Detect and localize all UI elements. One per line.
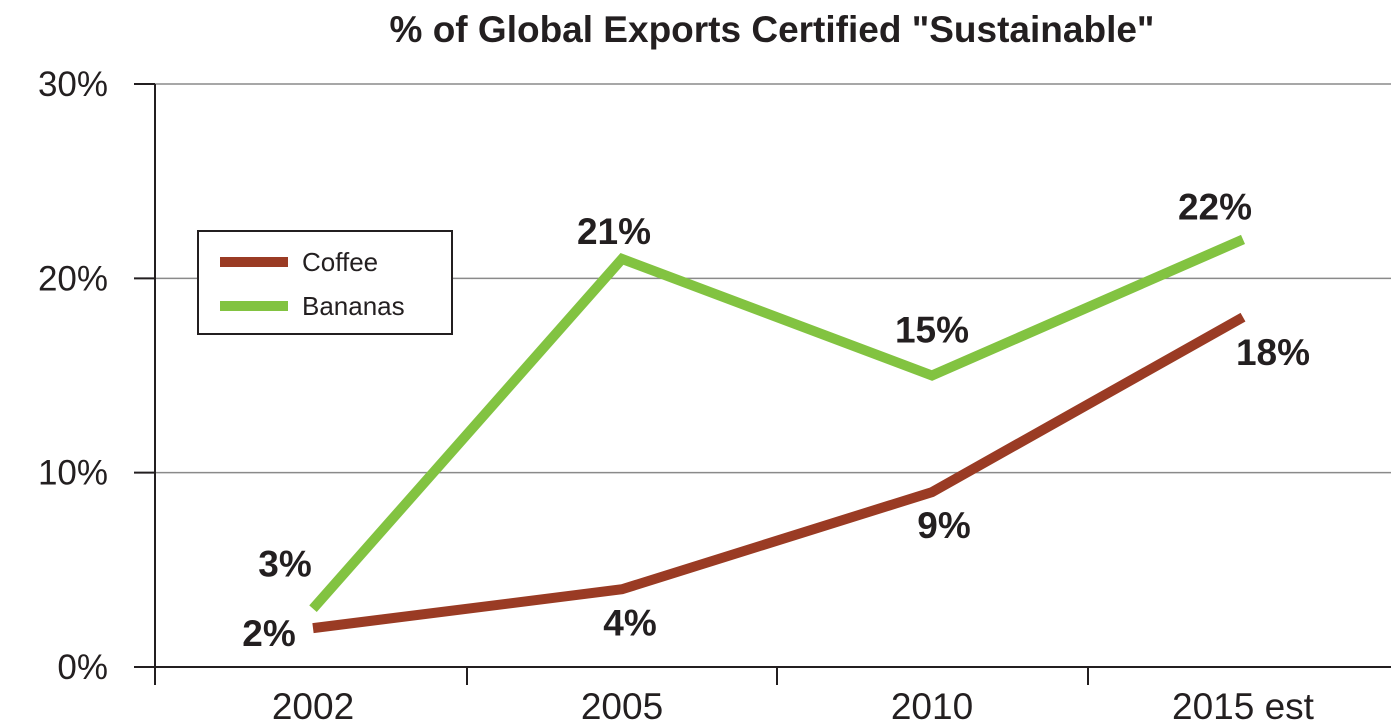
chart-title: % of Global Exports Certified "Sustainab…: [390, 9, 1155, 50]
series-lines: [309, 234, 1246, 634]
x-tick-label: 2015 est: [1172, 686, 1315, 725]
legend-label-coffee: Coffee: [302, 247, 378, 277]
y-tick-label: 10%: [38, 454, 108, 493]
data-label-bananas: 3%: [258, 544, 311, 585]
y-tick-label: 20%: [38, 259, 108, 298]
legend: Coffee Bananas: [197, 230, 453, 335]
x-tick-label: 2002: [272, 686, 354, 725]
series-line-coffee: [312, 312, 1246, 634]
y-tick-label: 30%: [38, 65, 108, 104]
y-tick-label: 0%: [57, 648, 108, 687]
data-label-bananas: 15%: [895, 310, 969, 351]
legend-label-bananas: Bananas: [302, 291, 405, 321]
data-label-bananas: 21%: [577, 211, 651, 252]
data-label-coffee: 18%: [1236, 332, 1310, 373]
x-axis-ticks: 2002 2005 2010 2015 est: [154, 667, 1315, 725]
axes: [134, 84, 1391, 685]
series-line-bananas: [309, 234, 1246, 613]
data-label-coffee: 4%: [603, 602, 656, 643]
data-label-coffee: 9%: [917, 505, 970, 546]
data-label-bananas: 22%: [1178, 186, 1252, 227]
data-label-coffee: 2%: [242, 613, 295, 654]
legend-box: [197, 230, 453, 335]
y-axis-ticks: 0% 10% 20% 30%: [38, 65, 155, 687]
x-tick-label: 2010: [891, 686, 973, 725]
data-labels: 2% 4% 9% 18% 3% 21% 15% 22%: [242, 186, 1310, 654]
x-tick-label: 2005: [581, 686, 663, 725]
